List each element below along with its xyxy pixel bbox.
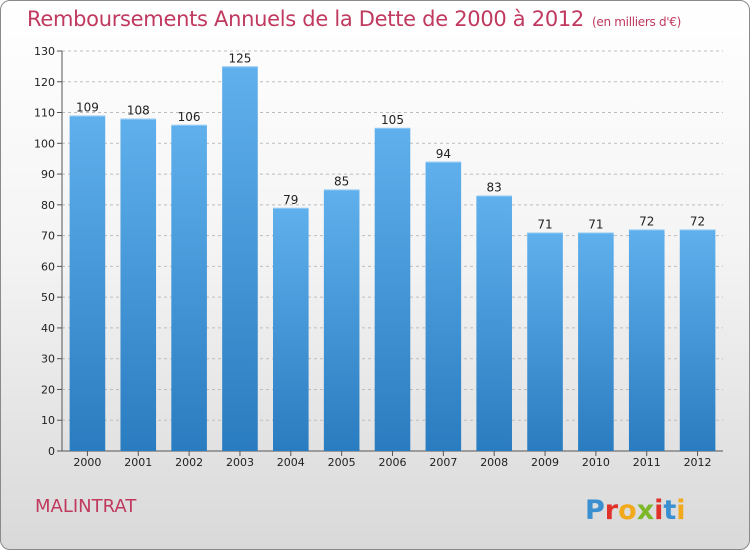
value-label: 109 — [76, 101, 99, 115]
y-tick-label: 110 — [34, 107, 55, 120]
x-tick-label: 2010 — [582, 456, 610, 469]
bar — [425, 161, 462, 451]
bars — [69, 66, 716, 451]
x-tick-label: 2004 — [277, 456, 305, 469]
bar — [527, 232, 563, 451]
y-tick-label: 0 — [48, 445, 55, 458]
logo-text: Proxiti — [585, 495, 686, 526]
y-tick-label: 70 — [41, 230, 55, 243]
bar — [273, 207, 309, 451]
bar — [578, 232, 614, 451]
value-labels: 109 108 106 125 79 85 105 94 83 71 71 72 72 — [76, 51, 705, 231]
title-text: Remboursements Annuels de la Dette de 20… — [27, 7, 584, 31]
value-label: 94 — [436, 147, 451, 161]
value-label: 79 — [283, 193, 298, 207]
bar — [628, 229, 665, 451]
y-tick-label: 100 — [34, 137, 55, 150]
x-tick-label: 2006 — [379, 456, 407, 469]
axes: 0 10 20 30 40 50 60 70 80 90 100 110 120 130 2000 2001 2… — [34, 45, 723, 469]
value-label: 71 — [588, 218, 603, 232]
value-label: 85 — [334, 174, 349, 188]
x-tick-label: 2011 — [633, 456, 661, 469]
commune-name: MALINTRAT — [35, 496, 137, 517]
value-label: 72 — [690, 214, 705, 228]
y-tick-label: 90 — [41, 168, 55, 181]
x-tick-label: 2012 — [684, 456, 712, 469]
x-tick-label: 2005 — [328, 456, 356, 469]
x-tick-label: 2008 — [480, 456, 508, 469]
unit-label: (en milliers d'€) — [592, 15, 682, 29]
value-label: 105 — [381, 113, 404, 127]
x-tick-label: 2007 — [429, 456, 457, 469]
x-tick-label: 2001 — [124, 456, 152, 469]
y-tick-label: 10 — [41, 414, 55, 427]
value-label: 125 — [229, 51, 252, 65]
y-tick-label: 80 — [41, 199, 55, 212]
y-tick-label: 30 — [41, 353, 55, 366]
value-label: 83 — [487, 181, 502, 195]
bar — [374, 127, 411, 451]
bar — [222, 66, 258, 451]
bar — [323, 189, 360, 451]
x-tick-label: 2009 — [531, 456, 559, 469]
y-tick-label: 130 — [34, 45, 55, 58]
y-tick-label: 50 — [41, 291, 55, 304]
y-tick-label: 40 — [41, 322, 55, 335]
y-tick-label: 120 — [34, 76, 55, 89]
bar — [120, 118, 157, 451]
value-label: 71 — [537, 218, 552, 232]
x-tick-label: 2000 — [73, 456, 101, 469]
x-tick-label: 2003 — [226, 456, 254, 469]
y-tick-label: 60 — [41, 260, 55, 273]
bar — [171, 124, 207, 451]
value-label: 106 — [178, 110, 201, 124]
x-tick-label: 2002 — [175, 456, 203, 469]
value-label: 72 — [639, 214, 654, 228]
bar — [69, 115, 106, 451]
proxiti-logo: Proxiti — [585, 495, 686, 526]
bar — [679, 229, 716, 451]
bar — [476, 195, 512, 451]
value-label: 108 — [127, 104, 150, 118]
y-tick-label: 20 — [41, 383, 55, 396]
chart-title: Remboursements Annuels de la Dette de 20… — [27, 7, 681, 31]
